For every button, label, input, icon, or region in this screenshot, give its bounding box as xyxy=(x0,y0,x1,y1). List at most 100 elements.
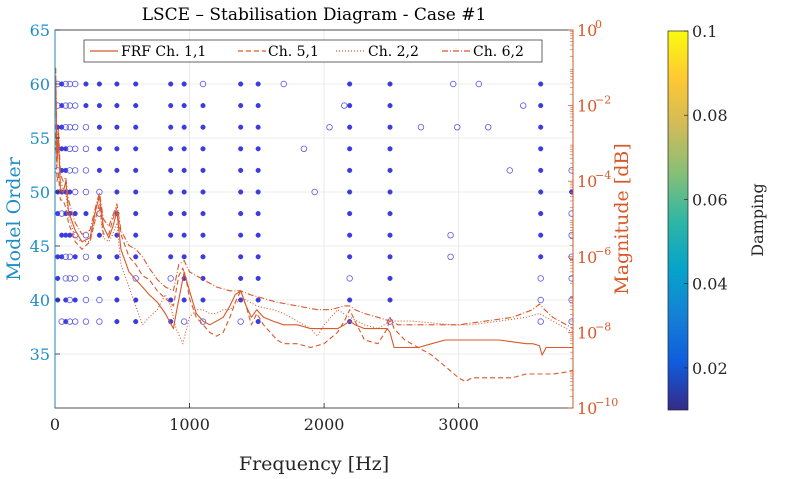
stable-pole-marker xyxy=(200,167,206,173)
unstable-pole-marker xyxy=(82,123,90,131)
y-right-tick-label: 10 xyxy=(577,172,597,191)
unstable-pole-marker xyxy=(82,275,90,282)
y-left-tick-label: 35 xyxy=(30,345,50,364)
stable-pole-marker xyxy=(181,81,187,87)
stable-pole-marker xyxy=(387,167,393,173)
frf-curve-solid xyxy=(55,75,573,356)
colorbar-ticks: 0.02 0.04 0.06 0.08 0.1 xyxy=(684,22,728,378)
stable-pole-marker xyxy=(238,275,244,281)
stable-pole-marker xyxy=(347,232,353,238)
stable-pole-marker xyxy=(238,211,244,217)
stable-pole-marker xyxy=(181,297,187,303)
stable-pole-marker xyxy=(96,124,102,130)
unstable-pole-marker xyxy=(311,188,318,196)
unstable-pole-marker xyxy=(96,188,103,196)
stable-pole-marker xyxy=(538,232,544,238)
unstable-pole-marker xyxy=(71,188,79,196)
unstable-pole-marker xyxy=(82,188,90,196)
stable-pole-marker xyxy=(387,81,393,87)
stable-pole-marker xyxy=(347,124,353,130)
unstable-pole-marker xyxy=(82,296,90,304)
stable-pole-marker xyxy=(133,232,139,238)
stable-pole-marker xyxy=(181,103,187,109)
unstable-pole-marker xyxy=(568,167,573,174)
chart-title: LSCE – Stabilisation Diagram - Case #1 xyxy=(142,5,487,25)
frf-layer xyxy=(55,67,573,383)
colorbar-tick-label: 0.06 xyxy=(692,190,728,209)
stable-pole-marker xyxy=(387,297,393,303)
stable-pole-marker xyxy=(181,146,187,152)
stable-pole-marker xyxy=(255,275,261,281)
stable-pole-marker xyxy=(114,275,120,281)
stable-pole-marker xyxy=(83,103,89,109)
stable-pole-marker xyxy=(114,146,120,152)
stable-pole-marker xyxy=(238,297,244,303)
unstable-pole-marker xyxy=(71,102,79,109)
y-left-tick-label: 65 xyxy=(30,21,50,40)
stable-pole-marker xyxy=(255,297,261,303)
stable-pole-marker xyxy=(168,103,174,109)
x-tick-label: 3000 xyxy=(438,415,479,434)
unstable-pole-marker xyxy=(62,102,69,109)
stable-pole-marker xyxy=(387,211,393,217)
stable-pole-marker xyxy=(255,189,261,195)
y-right-tick-exponent: −6 xyxy=(595,245,611,258)
stable-pole-marker xyxy=(133,124,139,130)
unstable-pole-marker xyxy=(96,318,103,325)
unstable-pole-marker xyxy=(71,167,79,174)
unstable-pole-marker xyxy=(96,296,103,304)
stable-pole-marker xyxy=(347,189,353,195)
stable-pole-marker xyxy=(96,275,102,281)
stable-pole-marker xyxy=(255,81,261,87)
stable-pole-marker xyxy=(387,124,393,130)
stable-pole-marker xyxy=(255,124,261,130)
unstable-pole-marker xyxy=(454,123,461,131)
unstable-pole-marker xyxy=(485,123,492,131)
stable-pole-marker xyxy=(67,232,73,238)
x-tick-label: 0 xyxy=(50,415,60,434)
legend-box xyxy=(83,39,543,63)
stable-pole-marker xyxy=(96,167,102,173)
unstable-pole-marker xyxy=(62,253,69,260)
stable-pole-marker xyxy=(181,211,187,217)
stable-pole-marker xyxy=(181,124,187,130)
stable-pole-marker xyxy=(200,189,206,195)
stable-pole-marker xyxy=(538,211,544,217)
stable-pole-marker xyxy=(114,167,120,173)
stable-pole-marker xyxy=(200,146,206,152)
stable-pole-marker xyxy=(200,297,206,303)
unstable-pole-marker xyxy=(167,275,174,282)
stable-pole-marker xyxy=(96,146,102,152)
y-right-tick-label: 10 xyxy=(577,97,597,116)
unstable-pole-marker xyxy=(237,318,244,325)
stable-pole-marker xyxy=(538,124,544,130)
unstable-pole-marker xyxy=(300,145,308,152)
x-tick-label: 1000 xyxy=(169,415,210,434)
stable-pole-marker xyxy=(200,103,206,109)
y-left-tick-label: 50 xyxy=(30,183,50,202)
stable-pole-marker xyxy=(200,124,206,130)
stable-pole-marker xyxy=(133,167,139,173)
unstable-pole-marker xyxy=(82,145,90,152)
unstable-pole-marker xyxy=(568,210,573,217)
stable-pole-marker xyxy=(238,81,244,87)
unstable-pole-marker xyxy=(71,318,79,325)
colorbar-tick-label: 0.02 xyxy=(692,359,728,378)
legend-label-ch51: Ch. 5,1 xyxy=(268,44,319,60)
y-right-tick-label: 10 xyxy=(577,323,597,342)
colorbar-label: Damping xyxy=(748,183,767,256)
stable-pole-marker xyxy=(114,232,120,238)
y-left-tick-label: 40 xyxy=(30,291,50,310)
stable-pole-marker xyxy=(538,81,544,87)
stable-pole-marker xyxy=(181,189,187,195)
unstable-pole-marker xyxy=(447,231,454,239)
unstable-pole-marker xyxy=(450,80,457,88)
unstable-pole-marker xyxy=(537,296,544,304)
stable-pole-marker xyxy=(347,254,353,260)
stable-pole-marker xyxy=(238,124,244,130)
unstable-pole-marker xyxy=(180,318,188,325)
stable-pole-marker xyxy=(168,146,174,152)
stable-pole-marker xyxy=(168,81,174,87)
